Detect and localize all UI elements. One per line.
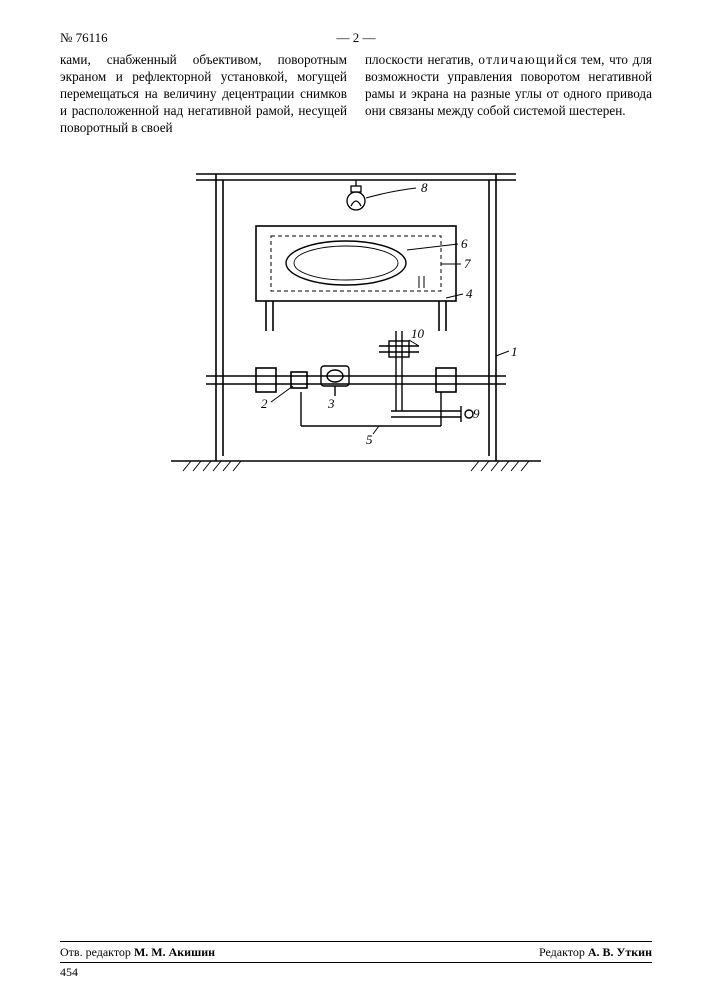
footer-row: Отв. редактор М. М. Акишин Редактор А. В… xyxy=(60,941,652,960)
footer-left-name: М. М. Акишин xyxy=(134,945,215,959)
footer-left-label: Отв. редактор xyxy=(60,945,134,959)
label-9: 9 xyxy=(473,406,480,421)
body-columns: ками, снабженный объективом, поворотным … xyxy=(60,52,652,136)
column-right: плоскости негатив, отличающийся тем, что… xyxy=(365,52,652,136)
footer-right: Редактор А. В. Уткин xyxy=(539,945,652,960)
label-3: 3 xyxy=(327,396,335,411)
label-4: 4 xyxy=(466,286,473,301)
footer-right-label: Редактор xyxy=(539,945,588,959)
page-foot-number: 454 xyxy=(60,965,652,980)
label-7: 7 xyxy=(464,256,471,271)
diagram-svg: 8 6 7 xyxy=(161,156,551,486)
figure: 8 6 7 xyxy=(60,156,652,486)
label-5: 5 xyxy=(366,432,373,447)
doc-number: № 76116 xyxy=(60,30,108,46)
label-2: 2 xyxy=(261,396,268,411)
label-6: 6 xyxy=(461,236,468,251)
label-10: 10 xyxy=(411,326,425,341)
col2-spaced: отличающий xyxy=(478,52,564,67)
col2-part-a: плоскости негатив, xyxy=(365,52,478,67)
footer-right-name: А. В. Уткин xyxy=(588,945,652,959)
footer-left: Отв. редактор М. М. Акишин xyxy=(60,945,215,960)
column-left: ками, снабженный объективом, поворотным … xyxy=(60,52,347,136)
page-label: — 2 — xyxy=(337,30,376,46)
label-1: 1 xyxy=(511,344,518,359)
label-8: 8 xyxy=(421,180,428,195)
